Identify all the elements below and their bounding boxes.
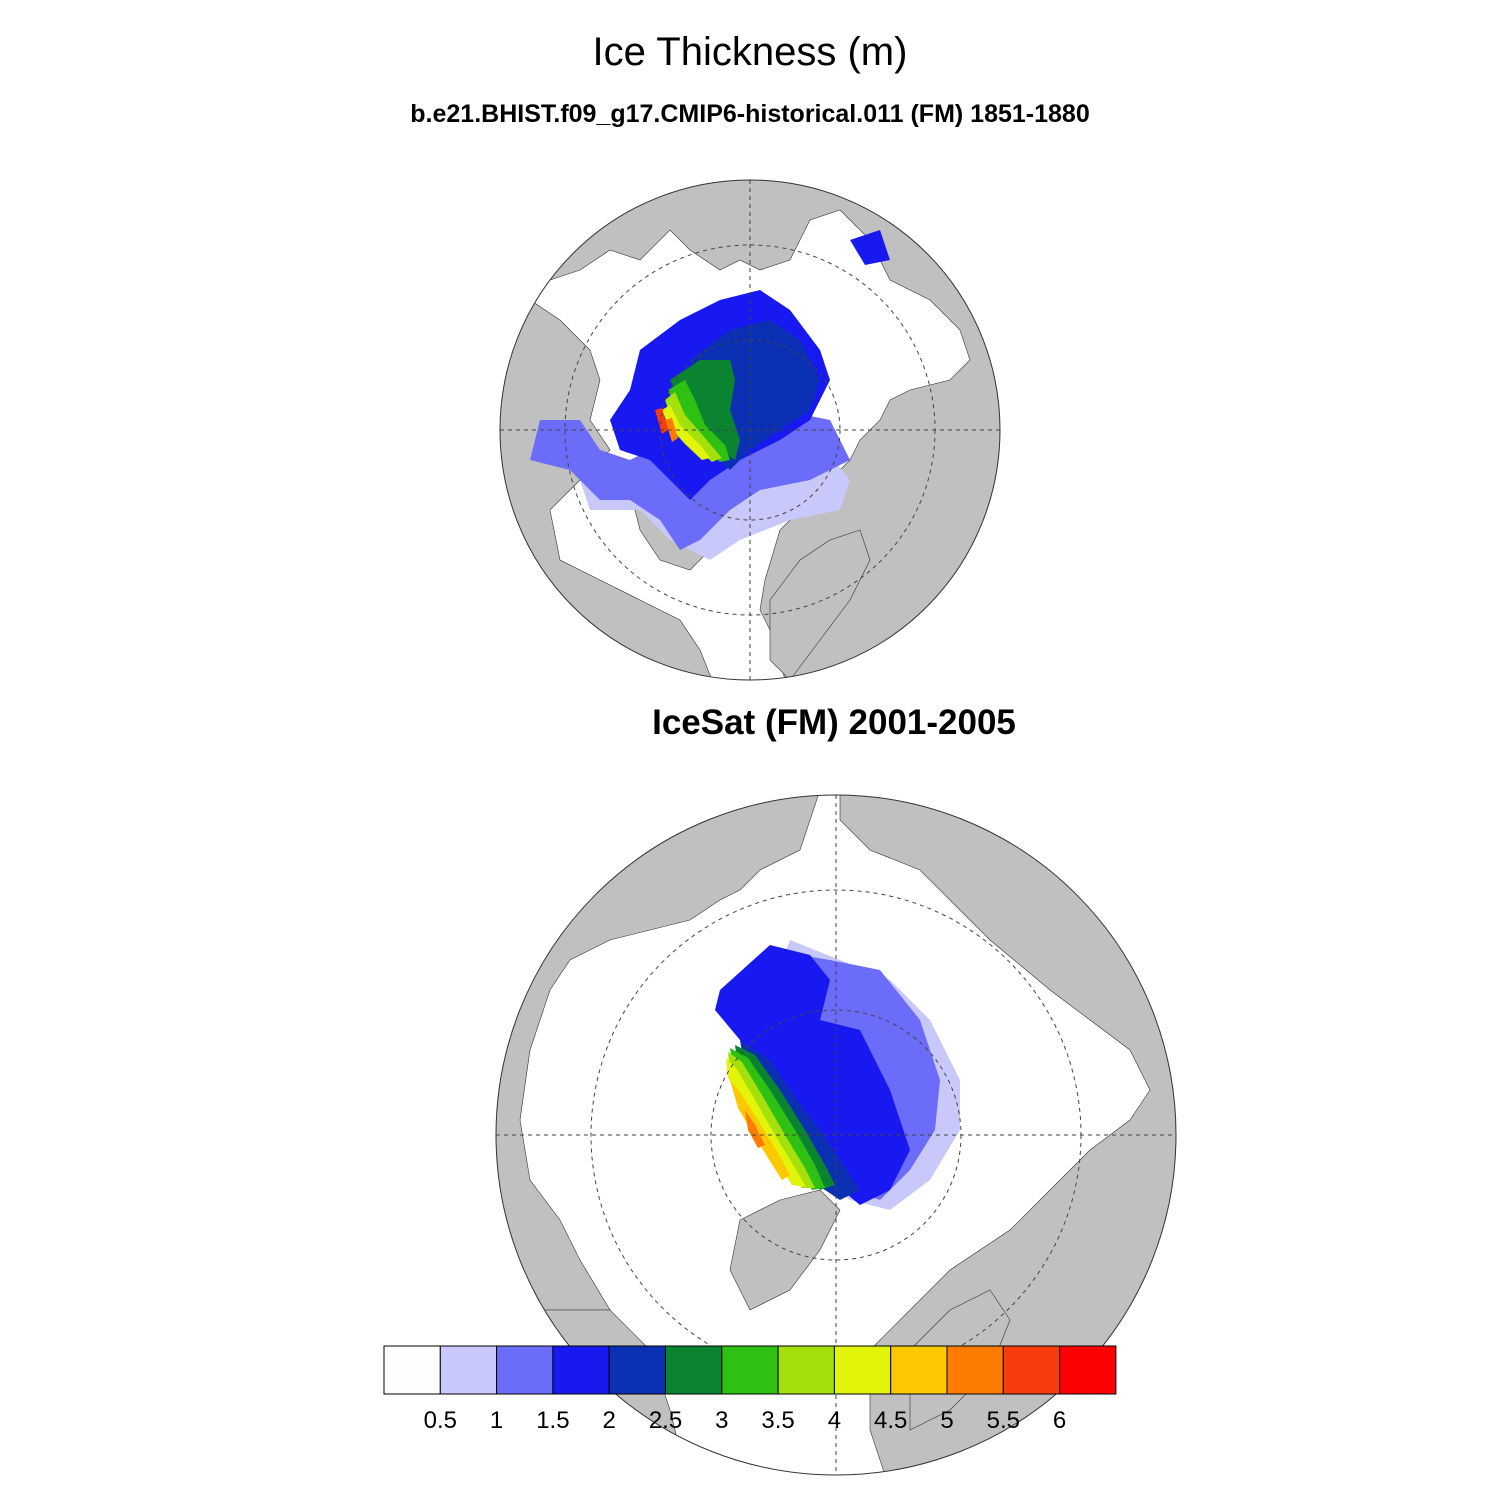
ice-region-10 [745, 1110, 765, 1148]
ice-region-9 [730, 1080, 790, 1180]
top-panel-title: b.e21.BHIST.f09_g17.CMIP6-historical.011… [410, 100, 1090, 128]
ice-region-8 [662, 405, 710, 460]
colorbar-label-0: 0.5 [424, 1407, 457, 1434]
figure-title: Ice Thickness (m) [592, 30, 908, 74]
top-polar-map [499, 179, 1001, 681]
ice-region-8 [726, 1058, 806, 1187]
ice-region-6 [668, 380, 730, 462]
land-eurasia [839, 795, 1176, 1475]
colorbar-box-0 [383, 1345, 441, 1395]
land-greenland [729, 1189, 841, 1311]
land-siberia-canada [500, 180, 1000, 680]
ice-region-3 [715, 945, 910, 1205]
ice-region-10 [655, 408, 668, 434]
colorbar-box-1 [439, 1345, 498, 1395]
ice-region-7 [665, 392, 722, 462]
land-scandinavia [769, 529, 871, 680]
bottom-panel-title: IceSat (FM) 2001-2005 [652, 703, 1016, 742]
bottom-polar-map [495, 794, 1177, 1476]
ice-region-11 [850, 230, 890, 265]
ice-region-7 [728, 1052, 815, 1188]
